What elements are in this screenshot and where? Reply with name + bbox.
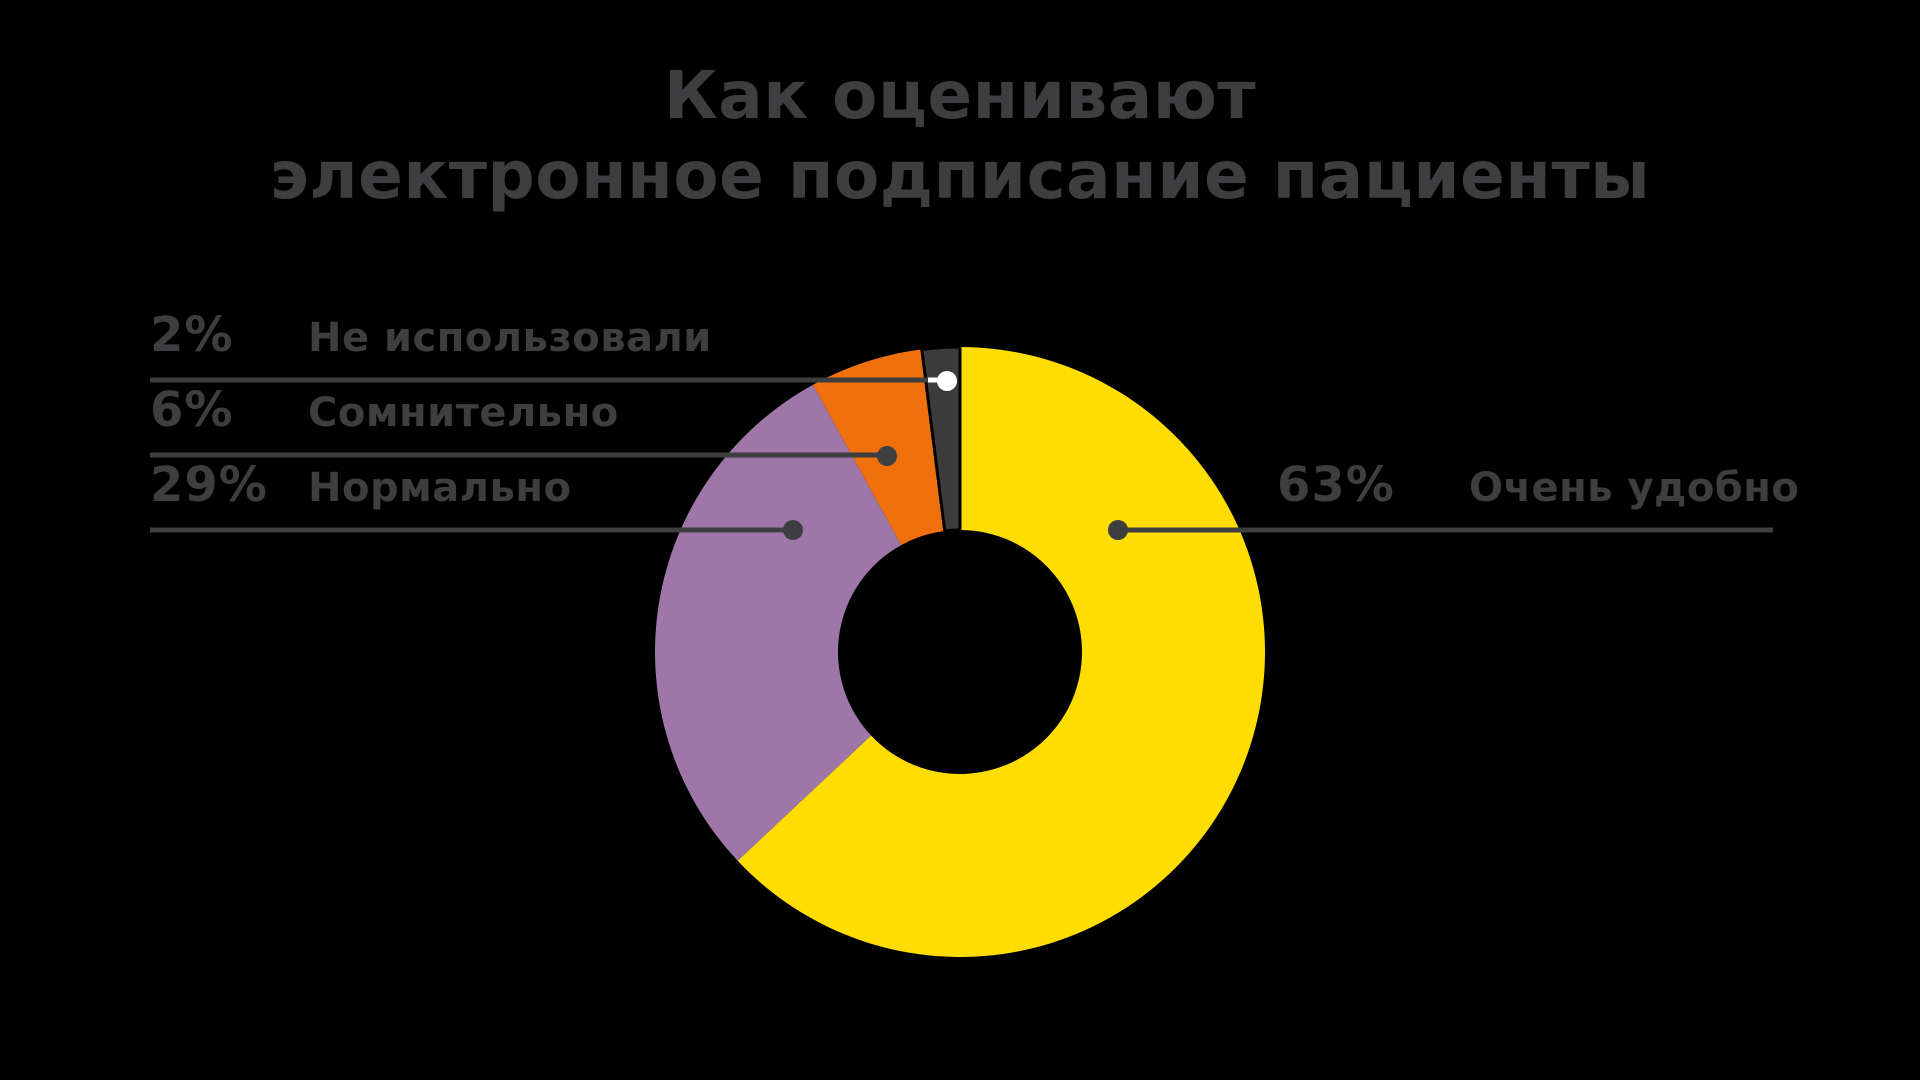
marker-dot-doubtful — [877, 446, 897, 466]
callout-label: Сомнительно — [308, 390, 619, 436]
percent-value: 6% — [150, 382, 234, 438]
marker-dot-not-used — [937, 371, 957, 391]
chart-title: Как оценивают электронное подписание пац… — [0, 56, 1920, 216]
callout-row-normal: 29% Нормально — [150, 457, 571, 513]
pie-slice-1 — [654, 384, 902, 861]
callout-row-very-convenient: 63% Очень удобно — [1277, 457, 1799, 513]
callout-label: Нормально — [308, 465, 572, 511]
pie-slice-2 — [813, 349, 945, 546]
percent-value: 63% — [1277, 457, 1395, 513]
callout-row-not-used: 2% Не использовали — [150, 307, 712, 363]
chart-title-line2: электронное подписание пациенты — [269, 137, 1651, 214]
percent-value: 2% — [150, 307, 234, 363]
pie-slice-3 — [920, 345, 962, 533]
marker-dot-very-convenient — [1108, 520, 1128, 540]
callout-label: Очень удобно — [1469, 465, 1800, 511]
chart-title-line1: Как оценивают — [663, 57, 1257, 134]
callout-label: Не использовали — [308, 315, 712, 361]
percent-value: 29% — [150, 457, 268, 513]
pie-slice-0 — [737, 347, 1265, 958]
marker-dot-normal — [783, 520, 803, 540]
callout-row-doubtful: 6% Сомнительно — [150, 382, 619, 438]
